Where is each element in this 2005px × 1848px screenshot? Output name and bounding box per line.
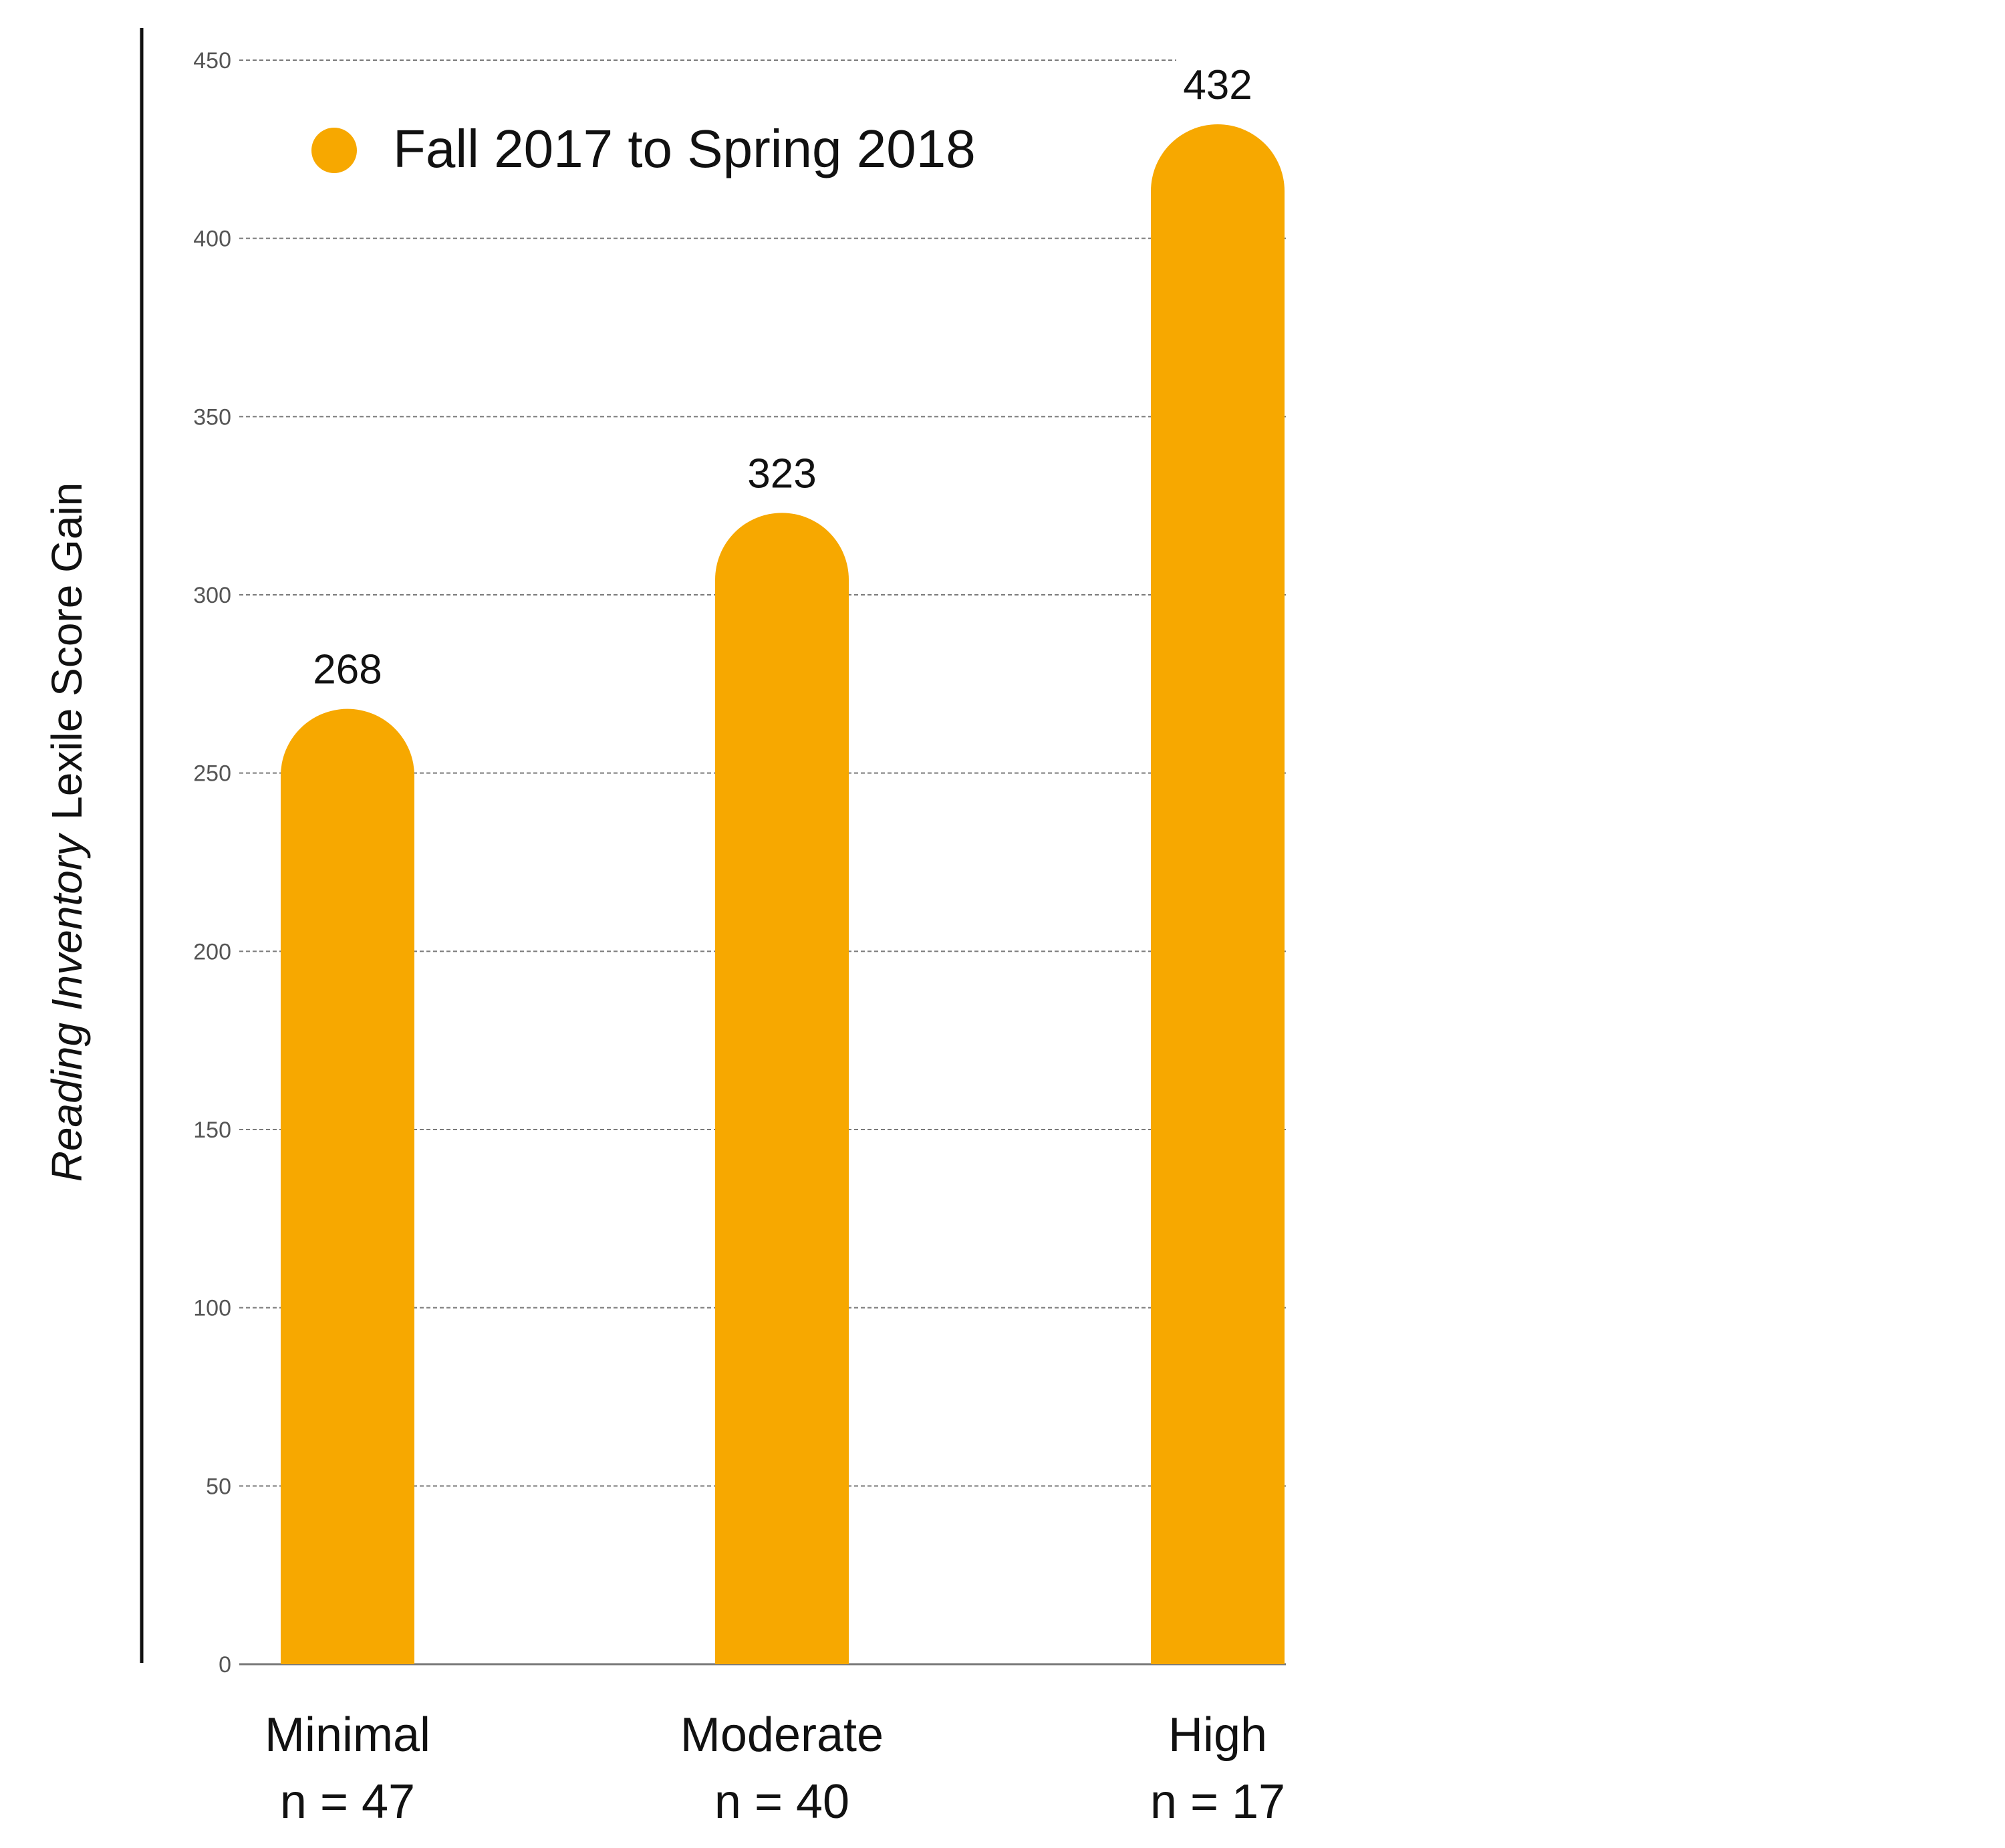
- y-axis-title-rest: Lexile Score Gain: [43, 483, 91, 820]
- y-tick-label: 450: [193, 48, 231, 74]
- y-tick-label: 0: [219, 1652, 231, 1678]
- y-tick-label: 250: [193, 761, 231, 787]
- bar-moderate: [715, 513, 849, 1665]
- y-tick-label: 350: [193, 404, 231, 430]
- x-tick-sublabel: n = 47: [280, 1775, 415, 1829]
- bar-high: [1151, 124, 1285, 1664]
- value-labels: 268 323 432: [313, 62, 1252, 693]
- y-axis-title-italic: Reading Inventory: [43, 832, 91, 1182]
- y-tick-label: 200: [193, 939, 231, 964]
- x-tick-label: Moderate: [680, 1708, 884, 1762]
- y-tick-label: 300: [193, 583, 231, 608]
- legend: Fall 2017 to Spring 2018: [311, 119, 976, 178]
- y-axis-title: Reading Inventory Lexile Score Gain: [43, 483, 91, 1182]
- legend-swatch: [311, 128, 357, 173]
- x-tick-label: High: [1168, 1708, 1267, 1762]
- y-tick-label: 50: [206, 1474, 231, 1499]
- y-tick-label: 400: [193, 227, 231, 252]
- x-tick-sublabel: n = 17: [1150, 1775, 1285, 1829]
- x-tick-label: Minimal: [265, 1708, 430, 1762]
- y-tick-labels: 0 50 100 150 200 250 300 350 400 450: [193, 48, 231, 1678]
- data-label: 432: [1183, 62, 1252, 108]
- y-tick-label: 150: [193, 1117, 231, 1143]
- legend-label: Fall 2017 to Spring 2018: [393, 119, 976, 178]
- x-tick-sublabel: n = 40: [714, 1775, 849, 1829]
- category-labels: Minimal n = 47 Moderate n = 40 High n = 17: [265, 1708, 1285, 1829]
- bars: [281, 124, 1285, 1665]
- y-tick-label: 100: [193, 1296, 231, 1321]
- data-label: 323: [747, 450, 816, 497]
- data-label: 268: [313, 647, 382, 693]
- bar-minimal: [281, 708, 414, 1664]
